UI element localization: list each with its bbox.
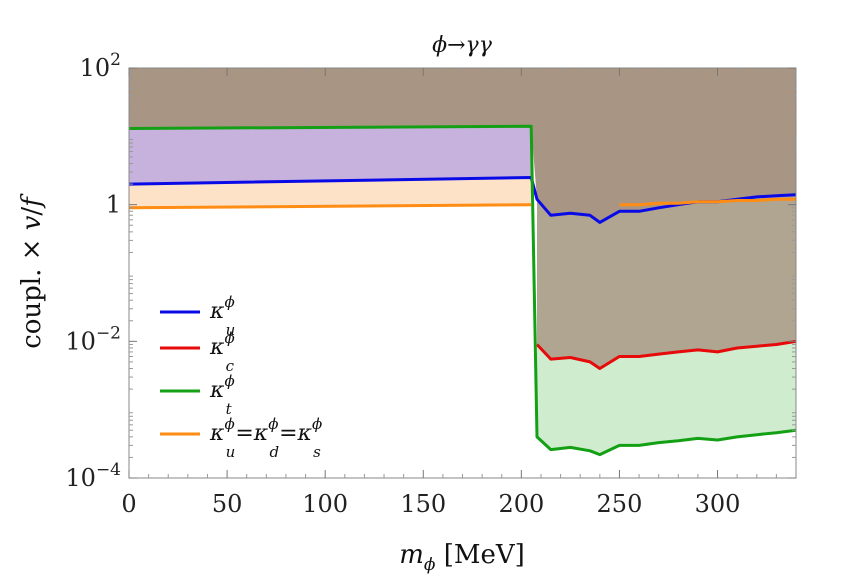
legend-label: κϕ u [209,293,235,339]
x-tick-label: 200 [498,490,544,518]
region-kappa-c-khaki [537,194,796,369]
y-tick-label: 102 [80,50,121,82]
series-line-0 [129,176,796,224]
x-axis-label: mϕ [MeV] [399,540,525,575]
series-line-1 [535,339,796,370]
x-tick-label: 0 [121,490,136,518]
region-kappa-t-green [537,341,796,455]
legend: κϕ uκϕ cκϕ tκϕ u=κϕ d=κϕ s [160,293,322,461]
x-tick-label: 250 [597,490,643,518]
x-tick-label: 150 [400,490,446,518]
axis-ticks: 0 50 100 150 200 250 300 10−4 10−2 1 102 [65,50,796,518]
x-tick-label: 300 [695,490,741,518]
x-tick-label: 100 [302,490,348,518]
series-lines [129,124,796,457]
y-tick-label: 1 [106,191,121,219]
series-line-2 [129,124,796,457]
legend-label: κϕ c [209,329,235,375]
region-universal-peach [129,177,532,208]
series-line-3 [129,197,796,210]
y-axis-label: coupl. × v/f [17,193,47,349]
y-tick-label: 10−2 [65,323,121,355]
legend-label: κϕ t [209,372,235,418]
x-tick-label: 50 [212,490,243,518]
chart-title: ϕ→γγ [432,33,493,58]
shaded-regions [129,68,796,455]
region-kappa-u-purple [129,126,532,185]
y-tick-label: 10−4 [65,460,121,492]
legend-label: κϕ u=κϕ d=κϕ s [209,415,322,461]
excluded-region [129,68,796,223]
